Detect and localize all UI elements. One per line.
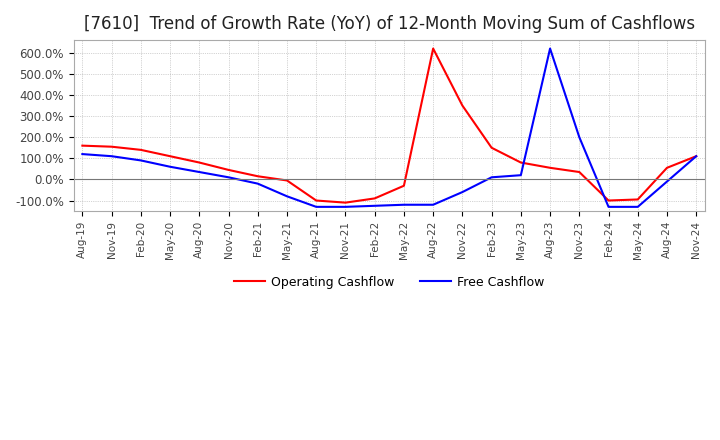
Operating Cashflow [224, 167, 233, 172]
Free Cashflow [662, 179, 671, 184]
Operating Cashflow [312, 198, 320, 203]
Free Cashflow [137, 158, 145, 163]
Operating Cashflow [692, 154, 701, 159]
Free Cashflow [458, 190, 467, 195]
Operating Cashflow [370, 196, 379, 201]
Operating Cashflow [195, 160, 204, 165]
Free Cashflow [634, 204, 642, 209]
Operating Cashflow [137, 147, 145, 153]
Operating Cashflow [78, 143, 86, 148]
Free Cashflow [400, 202, 408, 207]
Operating Cashflow [429, 46, 438, 51]
Operating Cashflow [253, 174, 262, 179]
Free Cashflow [312, 204, 320, 209]
Operating Cashflow [516, 160, 525, 165]
Operating Cashflow [546, 165, 554, 170]
Free Cashflow [78, 151, 86, 157]
Free Cashflow [107, 154, 116, 159]
Legend: Operating Cashflow, Free Cashflow: Operating Cashflow, Free Cashflow [229, 271, 549, 294]
Operating Cashflow [107, 144, 116, 149]
Free Cashflow [604, 204, 613, 209]
Free Cashflow [487, 175, 496, 180]
Operating Cashflow [634, 197, 642, 202]
Free Cashflow [429, 202, 438, 207]
Free Cashflow [224, 175, 233, 180]
Free Cashflow [195, 169, 204, 175]
Free Cashflow [575, 135, 584, 140]
Title: [7610]  Trend of Growth Rate (YoY) of 12-Month Moving Sum of Cashflows: [7610] Trend of Growth Rate (YoY) of 12-… [84, 15, 695, 33]
Free Cashflow [546, 46, 554, 51]
Operating Cashflow [400, 183, 408, 188]
Line: Free Cashflow: Free Cashflow [82, 48, 696, 207]
Operating Cashflow [341, 200, 350, 205]
Free Cashflow [283, 194, 292, 199]
Operating Cashflow [283, 178, 292, 183]
Line: Operating Cashflow: Operating Cashflow [82, 48, 696, 203]
Operating Cashflow [575, 169, 584, 175]
Operating Cashflow [487, 145, 496, 150]
Free Cashflow [370, 203, 379, 209]
Free Cashflow [253, 181, 262, 186]
Operating Cashflow [604, 198, 613, 203]
Free Cashflow [516, 172, 525, 178]
Operating Cashflow [166, 154, 174, 159]
Operating Cashflow [458, 103, 467, 108]
Free Cashflow [166, 164, 174, 169]
Free Cashflow [692, 154, 701, 159]
Free Cashflow [341, 204, 350, 209]
Operating Cashflow [662, 165, 671, 170]
